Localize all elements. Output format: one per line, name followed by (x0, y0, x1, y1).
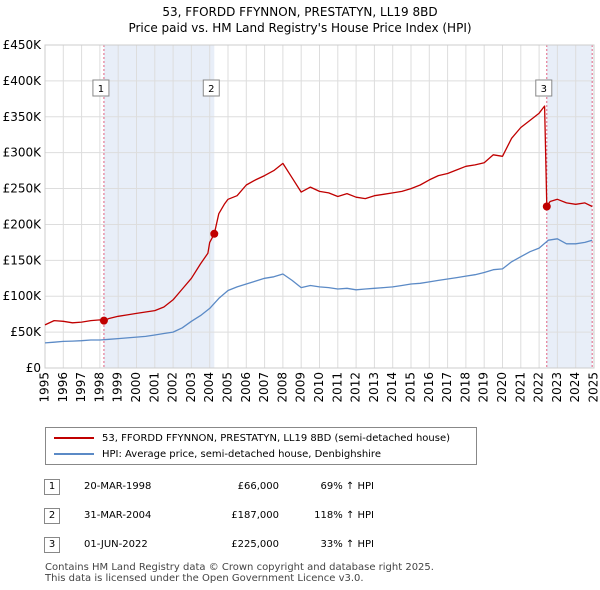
x-tick-label: 1996 (56, 372, 70, 403)
x-tick-label: 2000 (129, 372, 143, 403)
x-tick-label: 2023 (550, 372, 564, 403)
x-tick-label: 2011 (330, 372, 344, 403)
sale-period-shading (103, 45, 215, 368)
x-tick-label: 2015 (404, 372, 418, 403)
x-tick-label: 1997 (74, 372, 88, 403)
x-tick-label: 2001 (147, 372, 161, 403)
sale-point-marker (210, 229, 219, 238)
x-tick-label: 2006 (239, 372, 253, 403)
x-tick-label: 2020 (495, 372, 509, 403)
footer-copyright: Contains HM Land Registry data © Crown c… (45, 562, 434, 573)
sale-point-marker (542, 202, 551, 211)
sale-hpi-change: 118% ↑ HPI (314, 510, 374, 521)
y-tick-label: £200K (3, 217, 43, 231)
sales-table: 1 20-MAR-1998 £66,000 69% ↑ HPI 2 31-MAR… (44, 472, 374, 559)
y-tick-label: £450K (3, 38, 43, 52)
x-tick-label: 2013 (367, 372, 381, 403)
x-tick-label: 2016 (422, 372, 436, 403)
sale-label-text: 3 (541, 84, 547, 95)
x-tick-label: 2009 (294, 372, 308, 403)
x-tick-label: 2008 (275, 372, 289, 403)
sale-price: £225,000 (231, 539, 279, 550)
sale-price: £66,000 (237, 481, 279, 492)
sale-label-box (535, 79, 553, 97)
x-tick-label: 2014 (385, 372, 399, 403)
x-tick-label: 2022 (532, 372, 546, 403)
table-row: 3 01-JUN-2022 £225,000 33% ↑ HPI (44, 530, 374, 559)
chart-subtitle: Price paid vs. HM Land Registry's House … (128, 21, 472, 35)
sale-hpi-change: 69% ↑ HPI (320, 481, 374, 492)
y-tick-label: £400K (3, 74, 43, 88)
x-tick-label: 2007 (257, 372, 271, 403)
footer: Contains HM Land Registry data © Crown c… (45, 562, 434, 584)
hpi-line-swatch (54, 453, 94, 455)
x-tick-label: 2003 (184, 372, 198, 403)
sale-label-text: 2 (208, 84, 214, 95)
x-tick-label: 2021 (513, 372, 527, 403)
plot-frame (44, 44, 595, 369)
legend-item-hpi: HPI: Average price, semi-detached house,… (54, 447, 381, 461)
chart-title: 53, FFORDD FFYNNON, PRESTATYN, LL19 8BD (162, 5, 438, 19)
sale-point-marker (99, 316, 108, 325)
sale-index-badge: 1 (44, 478, 60, 495)
table-row: 1 20-MAR-1998 £66,000 69% ↑ HPI (44, 472, 374, 501)
sale-price: £187,000 (231, 510, 279, 521)
sale-label-box (92, 79, 110, 97)
sale-date: 31-MAR-2004 (84, 510, 152, 521)
y-tick-label: £150K (3, 253, 43, 267)
x-tick-label: 1998 (92, 372, 106, 403)
sale-label-box (202, 79, 220, 97)
y-tick-label: £0 (26, 361, 41, 375)
x-tick-label: 2004 (202, 372, 216, 403)
x-tick-label: 2002 (166, 372, 180, 403)
x-tick-label: 2019 (477, 372, 491, 403)
x-tick-label: 2012 (349, 372, 363, 403)
chart-legend: 53, FFORDD FFYNNON, PRESTATYN, LL19 8BD … (45, 427, 477, 465)
x-tick-label: 2005 (221, 372, 235, 403)
table-row: 2 31-MAR-2004 £187,000 118% ↑ HPI (44, 501, 374, 530)
property-series-line (44, 105, 593, 326)
legend-hpi-label: HPI: Average price, semi-detached house,… (102, 448, 381, 460)
sale-index-badge: 3 (44, 536, 60, 553)
y-tick-label: £100K (3, 289, 43, 303)
x-tick-label: 2017 (440, 372, 454, 403)
x-tick-label: 1995 (38, 372, 52, 403)
legend-item-property: 53, FFORDD FFYNNON, PRESTATYN, LL19 8BD … (54, 431, 450, 445)
x-tick-label: 1999 (111, 372, 125, 403)
sale-date: 01-JUN-2022 (84, 539, 148, 550)
property-line-swatch (54, 437, 94, 439)
x-tick-label: 2010 (312, 372, 326, 403)
footer-licence: This data is licensed under the Open Gov… (45, 573, 364, 584)
sale-date: 20-MAR-1998 (84, 481, 152, 492)
sale-index-badge: 2 (44, 507, 60, 524)
y-tick-label: £350K (3, 110, 43, 124)
y-tick-label: £50K (10, 325, 42, 339)
sale-label-text: 1 (98, 84, 104, 95)
y-tick-label: £300K (3, 146, 43, 160)
legend-property-label: 53, FFORDD FFYNNON, PRESTATYN, LL19 8BD … (102, 432, 451, 444)
x-tick-label: 2018 (458, 372, 472, 403)
y-tick-label: £250K (3, 182, 43, 196)
hpi-series-line (44, 238, 593, 344)
sale-hpi-change: 33% ↑ HPI (320, 539, 374, 550)
x-tick-label: 2024 (568, 372, 582, 403)
sale-period-shading (546, 45, 593, 368)
price-chart: £0 £50K £100K £150K £200K £250K £300K £350K £400… (3, 38, 600, 403)
x-tick-label: 2025 (587, 372, 600, 403)
